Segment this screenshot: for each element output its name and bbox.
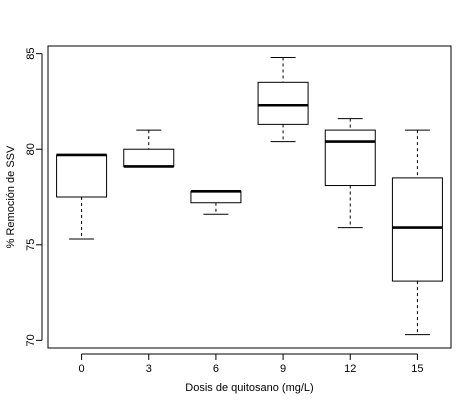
plot-frame — [47, 45, 452, 349]
x-tick-label-5: 15 — [411, 363, 423, 375]
x-tick-label-2: 6 — [213, 363, 219, 375]
x-tick-label-4: 12 — [344, 363, 356, 375]
box-body-3 — [123, 148, 175, 167]
box-body-15 — [391, 177, 443, 282]
y-axis: 70 75 80 85 — [25, 48, 43, 346]
x-tick-label-3: 9 — [280, 363, 286, 375]
box-6 — [190, 189, 242, 215]
box-9 — [257, 56, 309, 143]
y-tick-label-1: 75 — [25, 239, 37, 251]
box-body-12 — [324, 129, 376, 187]
x-tick-label-1: 3 — [146, 363, 152, 375]
box-body-6 — [190, 190, 242, 204]
box-body-0 — [56, 154, 108, 198]
box-0 — [56, 153, 108, 240]
x-axis: 0 3 6 9 12 15 — [79, 353, 424, 375]
y-tick-label-3: 85 — [25, 48, 37, 60]
box-body-9 — [257, 81, 309, 125]
y-tick-label-0: 70 — [25, 334, 37, 346]
y-axis-label: % Remoción de SSV — [5, 145, 17, 248]
box-12 — [324, 118, 376, 229]
x-axis-label: Dosis de quitosano (mg/L) — [185, 382, 313, 394]
y-tick-label-2: 80 — [25, 143, 37, 155]
box-15 — [391, 129, 443, 336]
boxes-group — [56, 56, 443, 336]
box-3 — [123, 129, 175, 168]
x-tick-label-0: 0 — [79, 363, 85, 375]
